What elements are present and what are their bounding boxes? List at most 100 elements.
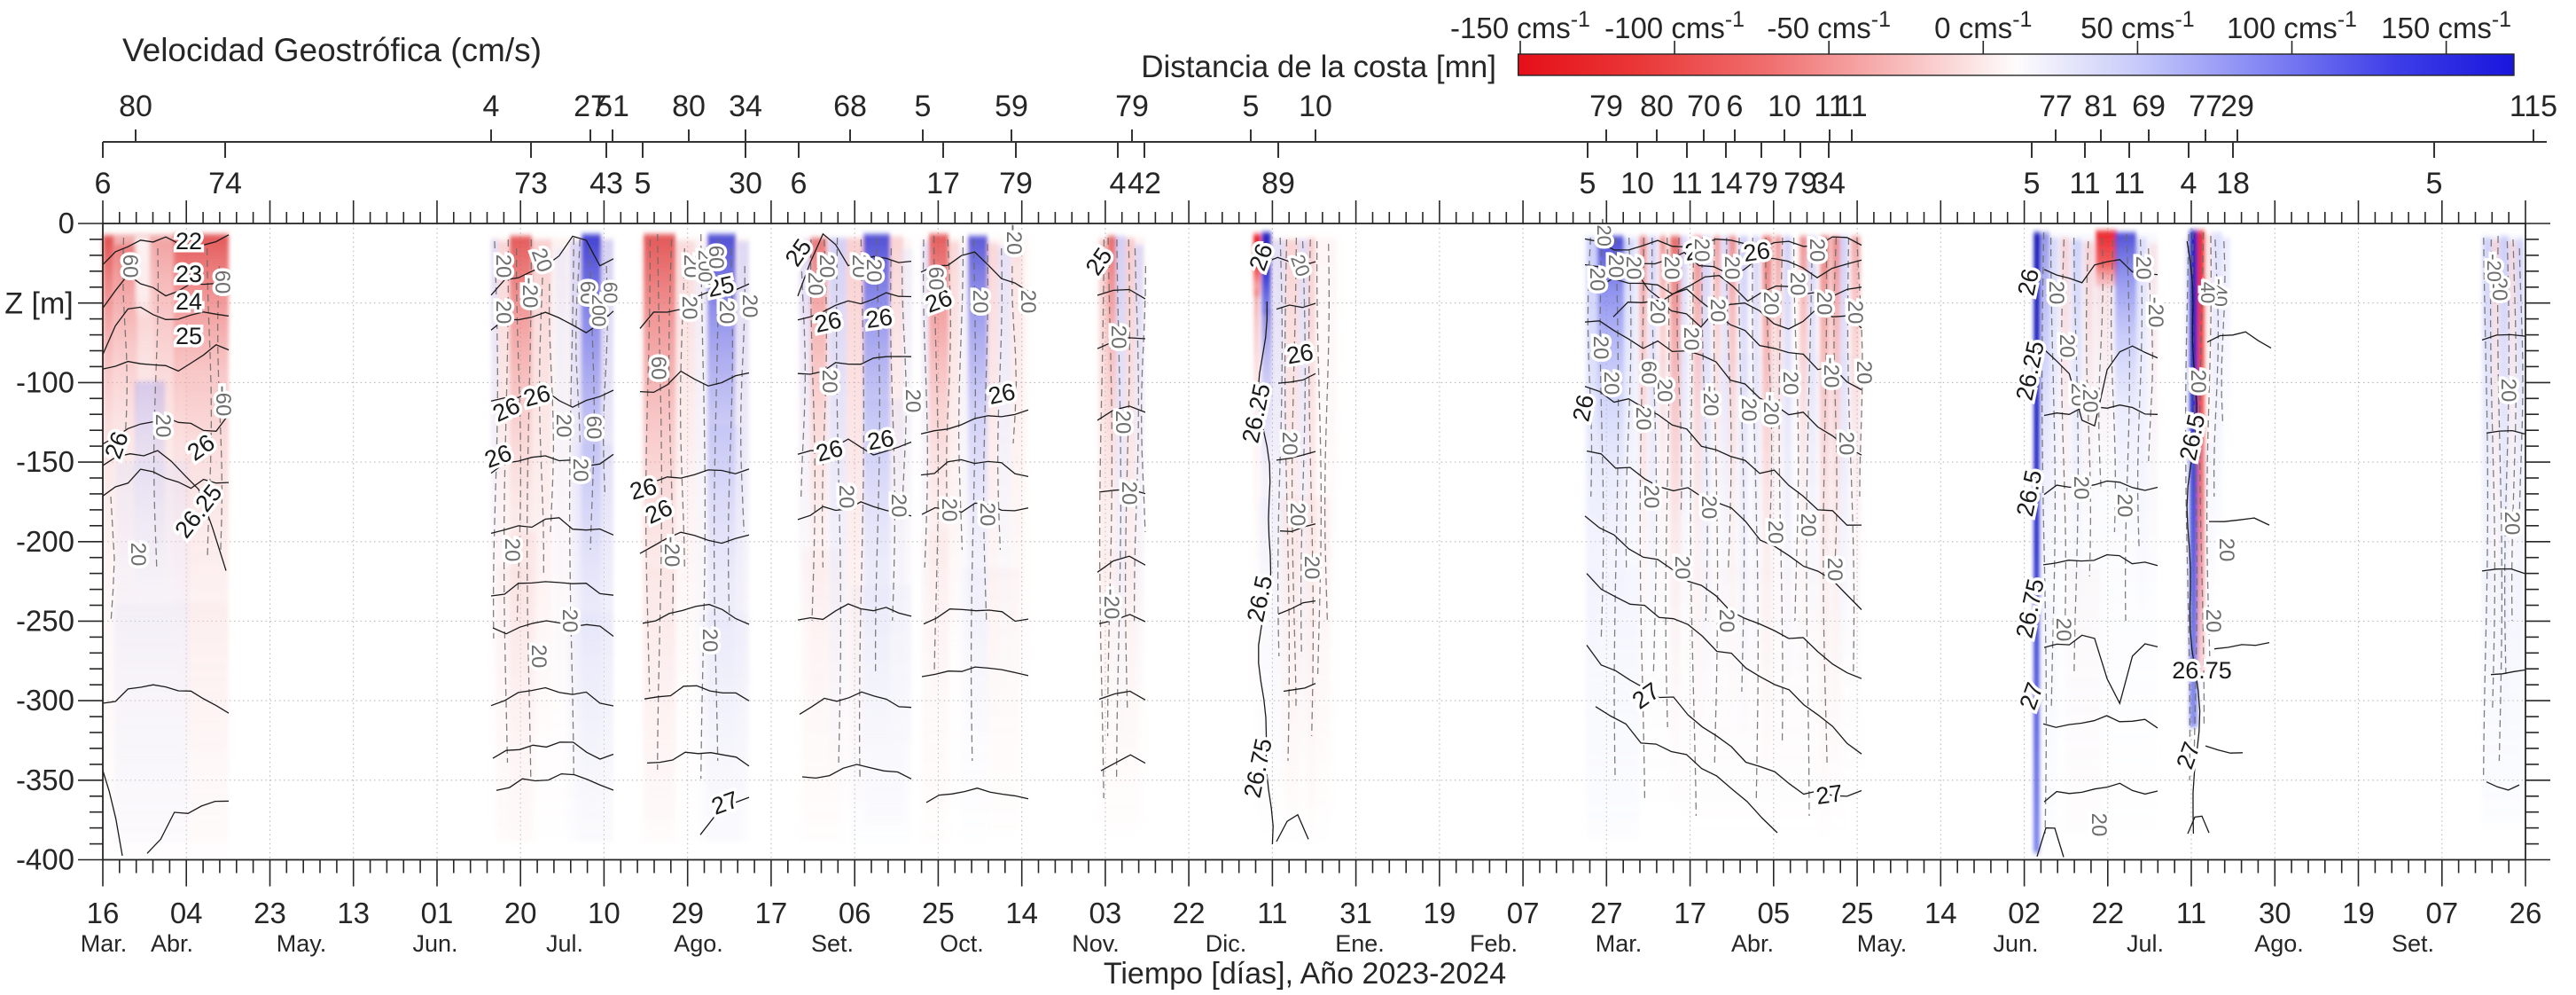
svg-text:-20: -20 — [1819, 357, 1843, 388]
svg-text:20: 20 — [1645, 301, 1669, 325]
svg-text:200: 200 — [588, 294, 610, 327]
svg-text:20: 20 — [1106, 325, 1130, 349]
svg-text:18: 18 — [2216, 167, 2250, 200]
svg-text:Dic.: Dic. — [1206, 930, 1247, 957]
svg-text:20: 20 — [1589, 336, 1612, 360]
svg-text:17: 17 — [1674, 897, 1706, 929]
svg-text:20: 20 — [1111, 411, 1135, 435]
svg-text:80: 80 — [119, 90, 152, 123]
svg-text:11: 11 — [2113, 167, 2144, 200]
svg-text:11: 11 — [1257, 897, 1287, 929]
svg-text:68: 68 — [833, 90, 867, 123]
svg-text:20: 20 — [1763, 521, 1787, 545]
svg-text:14: 14 — [1924, 897, 1957, 929]
svg-text:-20: -20 — [1698, 386, 1722, 417]
svg-text:4: 4 — [483, 90, 500, 123]
svg-text:07: 07 — [2425, 897, 2458, 929]
svg-text:6: 6 — [1727, 90, 1744, 123]
svg-text:Velocidad Geostrófica (cm/s): Velocidad Geostrófica (cm/s) — [122, 32, 542, 68]
svg-text:Mar.: Mar. — [81, 930, 128, 957]
svg-text:20: 20 — [1652, 379, 1676, 403]
svg-text:02: 02 — [2008, 897, 2041, 929]
svg-text:4: 4 — [1110, 167, 1127, 200]
svg-text:4: 4 — [2181, 167, 2197, 200]
svg-text:05: 05 — [1757, 897, 1790, 929]
svg-text:79: 79 — [1745, 167, 1778, 200]
svg-text:79: 79 — [1115, 90, 1149, 123]
svg-text:31: 31 — [1339, 897, 1372, 929]
svg-text:20: 20 — [2069, 476, 2093, 500]
svg-text:20: 20 — [551, 414, 575, 438]
svg-text:17: 17 — [755, 897, 788, 929]
svg-text:19: 19 — [2342, 897, 2375, 929]
svg-text:20: 20 — [1285, 503, 1309, 527]
svg-text:May.: May. — [277, 930, 327, 957]
svg-text:100 cms-1: 100 cms-1 — [2227, 7, 2357, 44]
svg-text:60: 60 — [210, 270, 234, 294]
svg-text:30: 30 — [2259, 897, 2291, 929]
svg-text:26: 26 — [1742, 237, 1772, 267]
svg-text:Set.: Set. — [2392, 930, 2434, 957]
svg-text:60: 60 — [704, 246, 728, 270]
svg-text:20: 20 — [527, 645, 550, 669]
svg-text:-20: -20 — [1593, 218, 1615, 247]
svg-text:-50 cms-1: -50 cms-1 — [1767, 7, 1891, 44]
svg-text:20: 20 — [1277, 432, 1301, 456]
svg-text:89: 89 — [1261, 167, 1295, 200]
svg-text:11: 11 — [1671, 167, 1702, 200]
svg-text:-20: -20 — [2483, 254, 2505, 282]
svg-text:20: 20 — [2496, 379, 2520, 403]
svg-text:20: 20 — [568, 458, 592, 482]
svg-text:-350: -350 — [16, 764, 74, 796]
svg-text:26: 26 — [1567, 392, 1599, 424]
svg-text:79: 79 — [1784, 167, 1817, 200]
svg-text:Ago.: Ago. — [674, 930, 723, 957]
svg-text:03: 03 — [1089, 897, 1122, 929]
svg-text:25: 25 — [1841, 897, 1874, 929]
svg-text:79: 79 — [999, 167, 1033, 200]
svg-text:20: 20 — [1016, 290, 1040, 314]
svg-text:17: 17 — [926, 167, 960, 200]
svg-text:20: 20 — [1843, 301, 1867, 325]
svg-text:10: 10 — [588, 897, 621, 929]
svg-text:20: 20 — [1697, 496, 1721, 520]
svg-text:20: 20 — [698, 629, 722, 653]
svg-text:20: 20 — [151, 414, 175, 438]
svg-text:20: 20 — [1852, 361, 1876, 385]
svg-text:26: 26 — [864, 303, 894, 333]
svg-text:10: 10 — [1299, 90, 1332, 123]
svg-text:59: 59 — [995, 90, 1028, 123]
svg-text:20: 20 — [1823, 558, 1846, 582]
svg-text:27: 27 — [2171, 739, 2205, 772]
svg-text:81: 81 — [2084, 90, 2118, 123]
svg-text:20: 20 — [2112, 494, 2136, 518]
svg-text:14: 14 — [1005, 897, 1038, 929]
svg-text:20: 20 — [1706, 299, 1729, 323]
svg-text:6: 6 — [95, 167, 112, 200]
svg-text:20: 20 — [2055, 334, 2079, 358]
svg-text:23: 23 — [254, 897, 286, 929]
svg-text:20: 20 — [815, 255, 839, 278]
svg-text:22: 22 — [176, 228, 202, 255]
svg-text:Jul.: Jul. — [2127, 930, 2164, 957]
svg-text:20: 20 — [1659, 256, 1683, 280]
svg-text:20: 20 — [738, 294, 761, 318]
svg-text:20: 20 — [1690, 239, 1713, 262]
svg-text:50 cms-1: 50 cms-1 — [2080, 7, 2195, 44]
svg-text:20: 20 — [491, 301, 515, 325]
svg-text:10: 10 — [1620, 167, 1654, 200]
svg-text:20: 20 — [886, 494, 910, 518]
svg-text:06: 06 — [839, 897, 871, 929]
svg-text:26: 26 — [986, 378, 1018, 410]
svg-text:69: 69 — [2132, 90, 2166, 123]
svg-text:20: 20 — [968, 290, 992, 314]
svg-text:43: 43 — [589, 167, 623, 200]
svg-text:20: 20 — [1812, 292, 1836, 316]
svg-text:May.: May. — [1857, 930, 1908, 957]
svg-text:20: 20 — [1778, 372, 1802, 396]
svg-text:60: 60 — [582, 416, 605, 440]
svg-text:20: 20 — [847, 255, 871, 278]
svg-text:-20: -20 — [518, 278, 542, 309]
svg-text:-300: -300 — [16, 684, 74, 717]
svg-text:20: 20 — [1720, 256, 1744, 280]
